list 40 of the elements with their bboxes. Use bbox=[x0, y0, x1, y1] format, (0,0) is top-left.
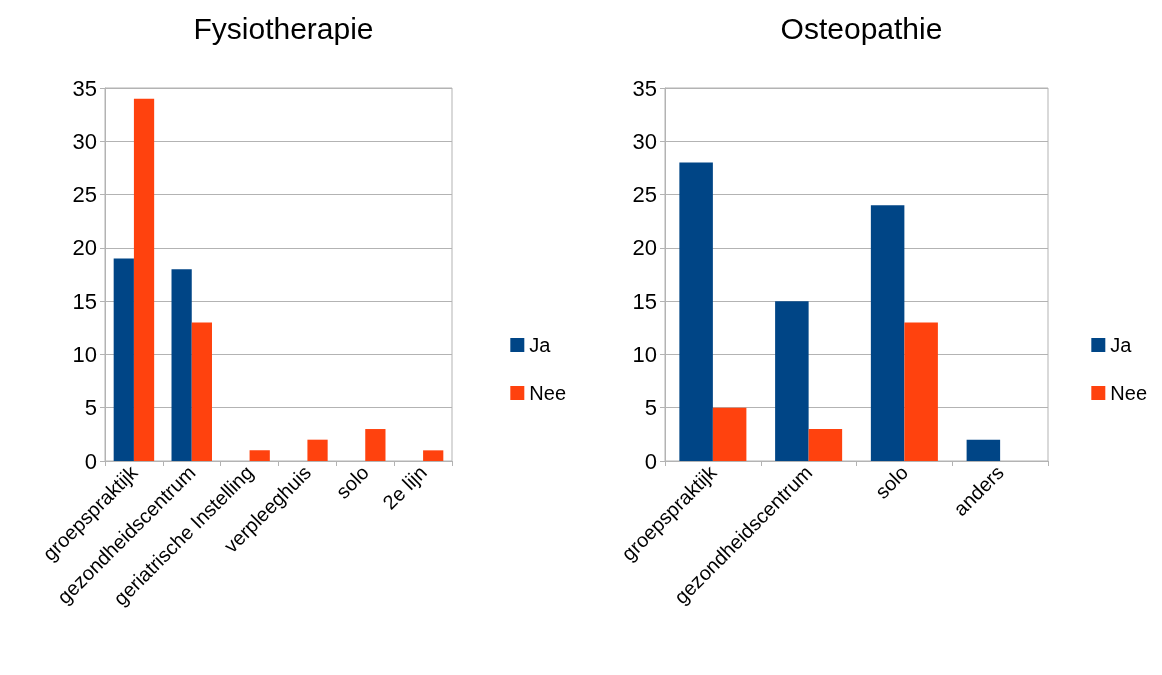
bar bbox=[365, 429, 386, 461]
y-tick-label: 0 bbox=[644, 448, 657, 474]
legend-label: Nee bbox=[1110, 382, 1148, 404]
x-tick-label: solo bbox=[331, 461, 374, 503]
y-tick-label: 10 bbox=[72, 341, 97, 367]
y-tick-label: 35 bbox=[632, 75, 657, 101]
legend-label: Ja bbox=[529, 334, 552, 356]
y-tick-label: 15 bbox=[72, 288, 97, 314]
chart-title: Fysiotherapie bbox=[193, 11, 374, 45]
bar bbox=[307, 439, 328, 461]
bar bbox=[966, 439, 1001, 461]
chart-title: Osteopathie bbox=[780, 11, 943, 45]
bar bbox=[679, 162, 713, 461]
y-tick-label: 35 bbox=[72, 75, 97, 101]
bar bbox=[249, 450, 270, 461]
y-tick-label: 5 bbox=[644, 395, 657, 421]
y-tick-label: 0 bbox=[84, 448, 97, 474]
bar bbox=[870, 205, 905, 461]
bar bbox=[712, 407, 747, 461]
legend-label: Ja bbox=[1110, 334, 1133, 356]
bar bbox=[423, 450, 444, 461]
y-tick-label: 30 bbox=[72, 128, 97, 154]
bar bbox=[191, 322, 212, 461]
y-tick-label: 20 bbox=[632, 235, 657, 261]
bar bbox=[808, 429, 843, 461]
y-tick-label: 10 bbox=[632, 341, 657, 367]
y-tick-label: 25 bbox=[72, 182, 97, 208]
bar bbox=[133, 98, 155, 461]
y-tick-label: 25 bbox=[632, 182, 657, 208]
bar bbox=[904, 322, 938, 461]
legend-label: Nee bbox=[529, 382, 567, 404]
y-tick-label: 5 bbox=[84, 395, 97, 421]
bar bbox=[171, 269, 192, 461]
x-tick-label: solo bbox=[870, 461, 913, 503]
y-tick-label: 15 bbox=[632, 288, 657, 314]
y-tick-label: 20 bbox=[72, 235, 97, 261]
x-tick-label: 2e lijn bbox=[378, 461, 431, 514]
bar bbox=[775, 301, 809, 461]
bar bbox=[113, 258, 134, 461]
y-tick-label: 30 bbox=[632, 128, 657, 154]
